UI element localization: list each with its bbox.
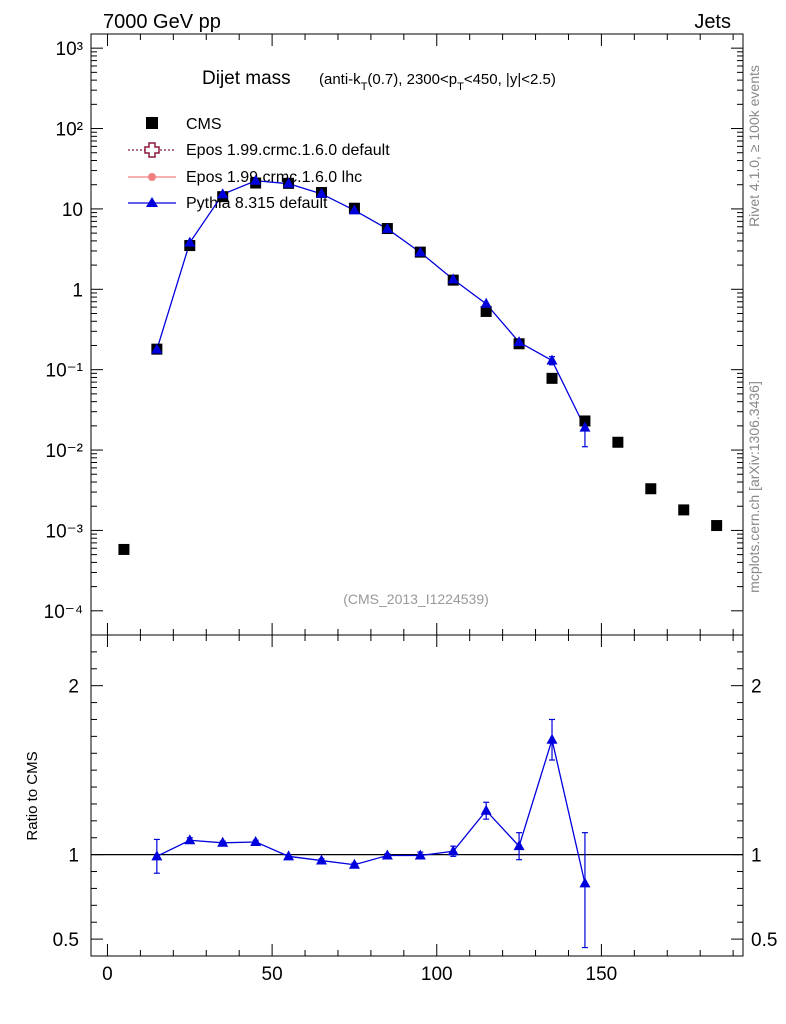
ratio-pythia-point xyxy=(513,840,525,851)
legend-marker-cms xyxy=(146,117,158,129)
ratio-xtick-label: 100 xyxy=(421,964,453,985)
ratio-pythia-point xyxy=(546,733,558,744)
main-ytick-label: 10⁻² xyxy=(46,441,84,462)
ratio-pythia-point xyxy=(250,835,262,846)
pythia-point xyxy=(381,222,393,233)
legend-marker-epos-default xyxy=(144,142,160,158)
pythia-point xyxy=(151,343,163,354)
ratio-ytick-label: 2 xyxy=(68,677,79,698)
ratio-pythia-point xyxy=(348,858,360,869)
legend-label-epos-default: Epos 1.99.crmc.1.6.0 default xyxy=(186,142,390,159)
ratio-ylabel: Ratio to CMS xyxy=(24,751,41,840)
pythia-point xyxy=(513,336,525,347)
ratio-pythia-line xyxy=(156,737,586,884)
energy-label: 7000 GeV pp xyxy=(103,11,221,33)
ratio-pythia-point xyxy=(283,850,295,861)
ratio-pythia-point xyxy=(381,849,393,860)
main-ytick-label: 10³ xyxy=(56,39,83,60)
ratio-xtick-label: 150 xyxy=(586,964,618,985)
analysis-id-label: (CMS_2013_I1224539) xyxy=(343,591,489,607)
cms-point xyxy=(118,543,130,555)
main-ytick-label: 10² xyxy=(56,120,83,141)
cms-point xyxy=(645,483,657,495)
ratio-panel-frame xyxy=(90,634,744,957)
main-ytick-label: 10⁻¹ xyxy=(46,361,84,382)
legend-label-epos-lhc: Epos 1.99.crmc.1.6.0 lhc xyxy=(186,169,362,186)
pythia-point xyxy=(217,188,229,199)
pythia-point xyxy=(447,273,459,284)
ratio-pythia-point xyxy=(316,854,328,865)
legend-label-pythia: Pythia 8.315 default xyxy=(186,195,328,212)
main-ytick-label: 10⁻³ xyxy=(46,521,84,542)
ratio-pythia-point xyxy=(480,804,492,815)
legend-marker-pythia xyxy=(146,197,158,207)
pythia-point xyxy=(316,187,328,198)
cms-point xyxy=(711,520,723,532)
main-ytick-label: 10⁻⁴ xyxy=(44,602,83,623)
pythia-point xyxy=(546,354,558,365)
ratio-xtick-label: 0 xyxy=(102,964,113,985)
pythia-point xyxy=(579,421,591,432)
axes-layer: 10⁻⁴ 10⁻³ 10⁻² 10⁻¹ 1 10 10² 10³ 0 50 100 150 0.5 0.5… xyxy=(44,34,777,985)
chart-title: Dijet mass xyxy=(202,68,291,89)
legend: CMS Epos 1.99.crmc.1.6.0 default Epos 1.… xyxy=(128,116,390,212)
rivet-label: Rivet 4.1.0, ≥ 100k events xyxy=(746,65,762,227)
legend-marker-epos-lhc xyxy=(148,173,156,181)
ratio-pythia-point xyxy=(217,836,229,847)
ratio-data-layer xyxy=(151,718,591,949)
legend-label-cms: CMS xyxy=(186,116,222,133)
ratio-pythia-point xyxy=(579,877,591,888)
main-ytick-label: 10 xyxy=(62,200,83,221)
ratio-xtick-label: 50 xyxy=(262,964,283,985)
ratio-ytick-label: 0.5 xyxy=(53,930,79,951)
ratio-ytick-label-right: 2 xyxy=(751,677,762,698)
cms-point xyxy=(546,372,558,384)
jets-label: Jets xyxy=(694,11,731,33)
ratio-pythia-point xyxy=(151,850,163,861)
pythia-point xyxy=(283,177,295,188)
ratio-pythia-point xyxy=(447,845,459,856)
pythia-line xyxy=(156,180,586,428)
main-data-layer xyxy=(118,174,723,555)
pythia-point xyxy=(348,204,360,215)
ratio-ytick-label: 1 xyxy=(68,846,79,867)
cms-point xyxy=(612,436,624,448)
cms-point xyxy=(678,504,690,516)
ratio-ytick-label-right: 0.5 xyxy=(751,930,777,951)
ratio-pythia-point xyxy=(184,834,196,845)
ratio-ytick-label-right: 1 xyxy=(751,846,762,867)
pythia-point xyxy=(480,297,492,308)
main-ytick-label: 1 xyxy=(72,280,83,301)
pythia-point xyxy=(184,236,196,247)
cms-point xyxy=(579,415,591,427)
cms-point xyxy=(480,305,492,317)
pythia-point xyxy=(414,246,426,257)
pythia-point xyxy=(250,174,262,185)
chart-title-suffix: (anti-kT(0.7), 2300<pT<450, |y|<2.5) xyxy=(319,71,556,93)
mcplots-label: mcplots.cern.ch [arXiv:1306.3436] xyxy=(746,381,762,593)
ratio-pythia-point xyxy=(414,849,426,860)
